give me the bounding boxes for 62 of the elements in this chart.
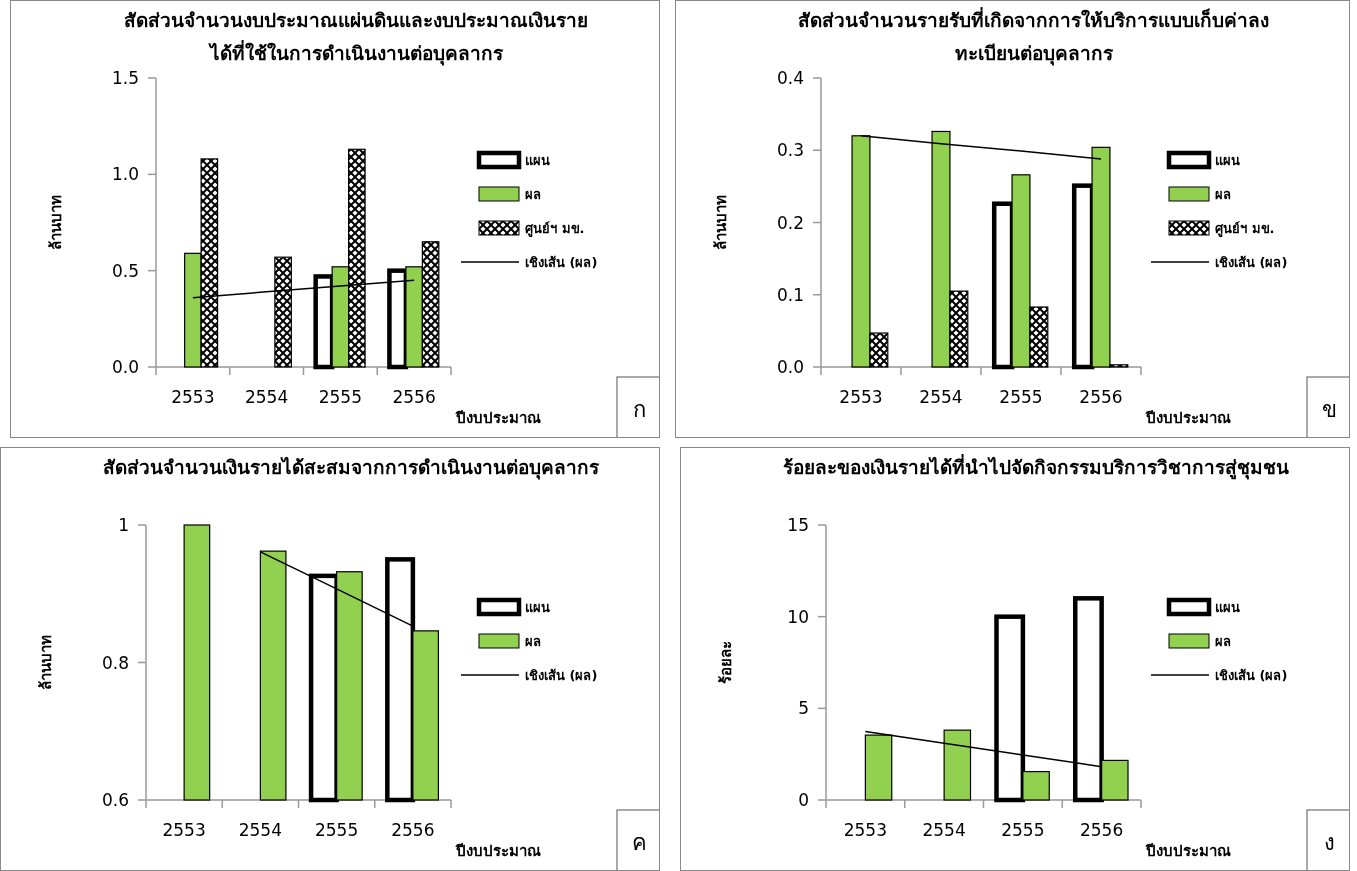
y-tick-label: 0.6 [101,790,129,810]
legend-label: ผล [525,187,541,202]
y-tick-label: 0.4 [776,68,804,88]
legend-label: เชิงเส้น (ผล) [1215,668,1288,683]
text: ข [1321,397,1337,422]
legend-label: ศูนย์ฯ มข. [525,221,585,237]
x-tick-label: 2555 [999,387,1043,407]
y-tick-label: 10 [787,606,809,627]
y-axis-title: ล้านบาท [47,195,65,250]
y-tick-label: 0.1 [776,284,804,305]
x-axis-title: ปีงบประมาณ [1145,409,1231,427]
x-tick-label: 2556 [1079,820,1124,840]
x-tick-label: 2553 [171,387,215,407]
x-axis-title: ปีงบประมาณ [455,409,541,427]
legend-label: เชิงเส้น (ผล) [1215,255,1288,270]
y-axis-title: ร้อยละ [717,641,735,684]
legend-label: ผล [525,634,541,649]
legend-label: แผน [525,600,550,615]
legend-label: เชิงเส้น (ผล) [525,255,598,270]
y-tick-label: 0.2 [776,212,804,233]
y-tick-label: 1.5 [111,68,139,88]
y-tick-label: 5 [798,698,809,719]
chart-title: ร้อยละของเงินรายได้ที่นำไปจัดกิจกรรมบริการวิชาการสู่ชุมชน [782,453,1290,482]
x-tick-label: 2553 [843,820,888,840]
x-tick-label: 2555 [1001,820,1045,840]
y-tick-label: 0 [798,790,809,810]
y-axis-title: ล้านบาท [712,195,730,250]
x-tick-label: 2553 [162,820,206,840]
x-tick-label: 2555 [314,820,359,840]
legend-label: แผน [525,153,550,168]
y-tick-label: 15 [787,515,809,535]
x-tick-label: 2555 [318,387,363,407]
y-tick-label: 0.0 [776,357,804,377]
y-tick-label: 0.5 [111,260,139,281]
x-axis-title: ปีงบประมาณ [455,842,541,860]
chart-title: สัดส่วนจำนวนงบประมาณแผ่นดินและงบประมาณเงินรายได้ที่ใช้ในการดำเนินงานต่อบุคลากร [124,9,588,64]
legend-label: เชิงเส้น (ผล) [525,668,598,683]
text: ง [1323,830,1335,855]
legend-label: แผน [1215,600,1240,615]
text: ก [632,397,646,422]
x-tick-label: 2556 [1079,387,1123,407]
x-tick-label: 2554 [238,820,283,840]
legend-label: ผล [1215,187,1231,202]
y-tick-label: 1 [118,515,129,535]
x-tick-label: 2554 [244,387,289,407]
y-axis-title: ล้านบาท [37,635,55,690]
y-tick-label: 0.3 [776,140,804,161]
legend-label: ผล [1215,634,1231,649]
x-tick-label: 2556 [391,820,435,840]
text: ค [631,830,647,855]
x-tick-label: 2553 [839,387,883,407]
y-tick-label: 0.8 [101,652,129,673]
legend-label: ศูนย์ฯ มข. [1215,221,1275,237]
chart-title: สัดส่วนจำนวนรายรับที่เกิดจากการให้บริการแบบเก็บค่าลงทะเบียนต่อบุคลากร [798,9,1269,64]
y-tick-label: 1.0 [111,164,139,185]
chart-title: สัดส่วนจำนวนเงินรายได้สะสมจากการดำเนินงานต่อบุคลากร [102,455,600,482]
x-tick-label: 2554 [922,820,966,840]
x-axis-title: ปีงบประมาณ [1145,842,1231,860]
x-tick-label: 2554 [919,387,963,407]
legend-label: แผน [1215,153,1240,168]
y-tick-label: 0.0 [111,357,139,377]
x-tick-label: 2556 [392,387,436,407]
